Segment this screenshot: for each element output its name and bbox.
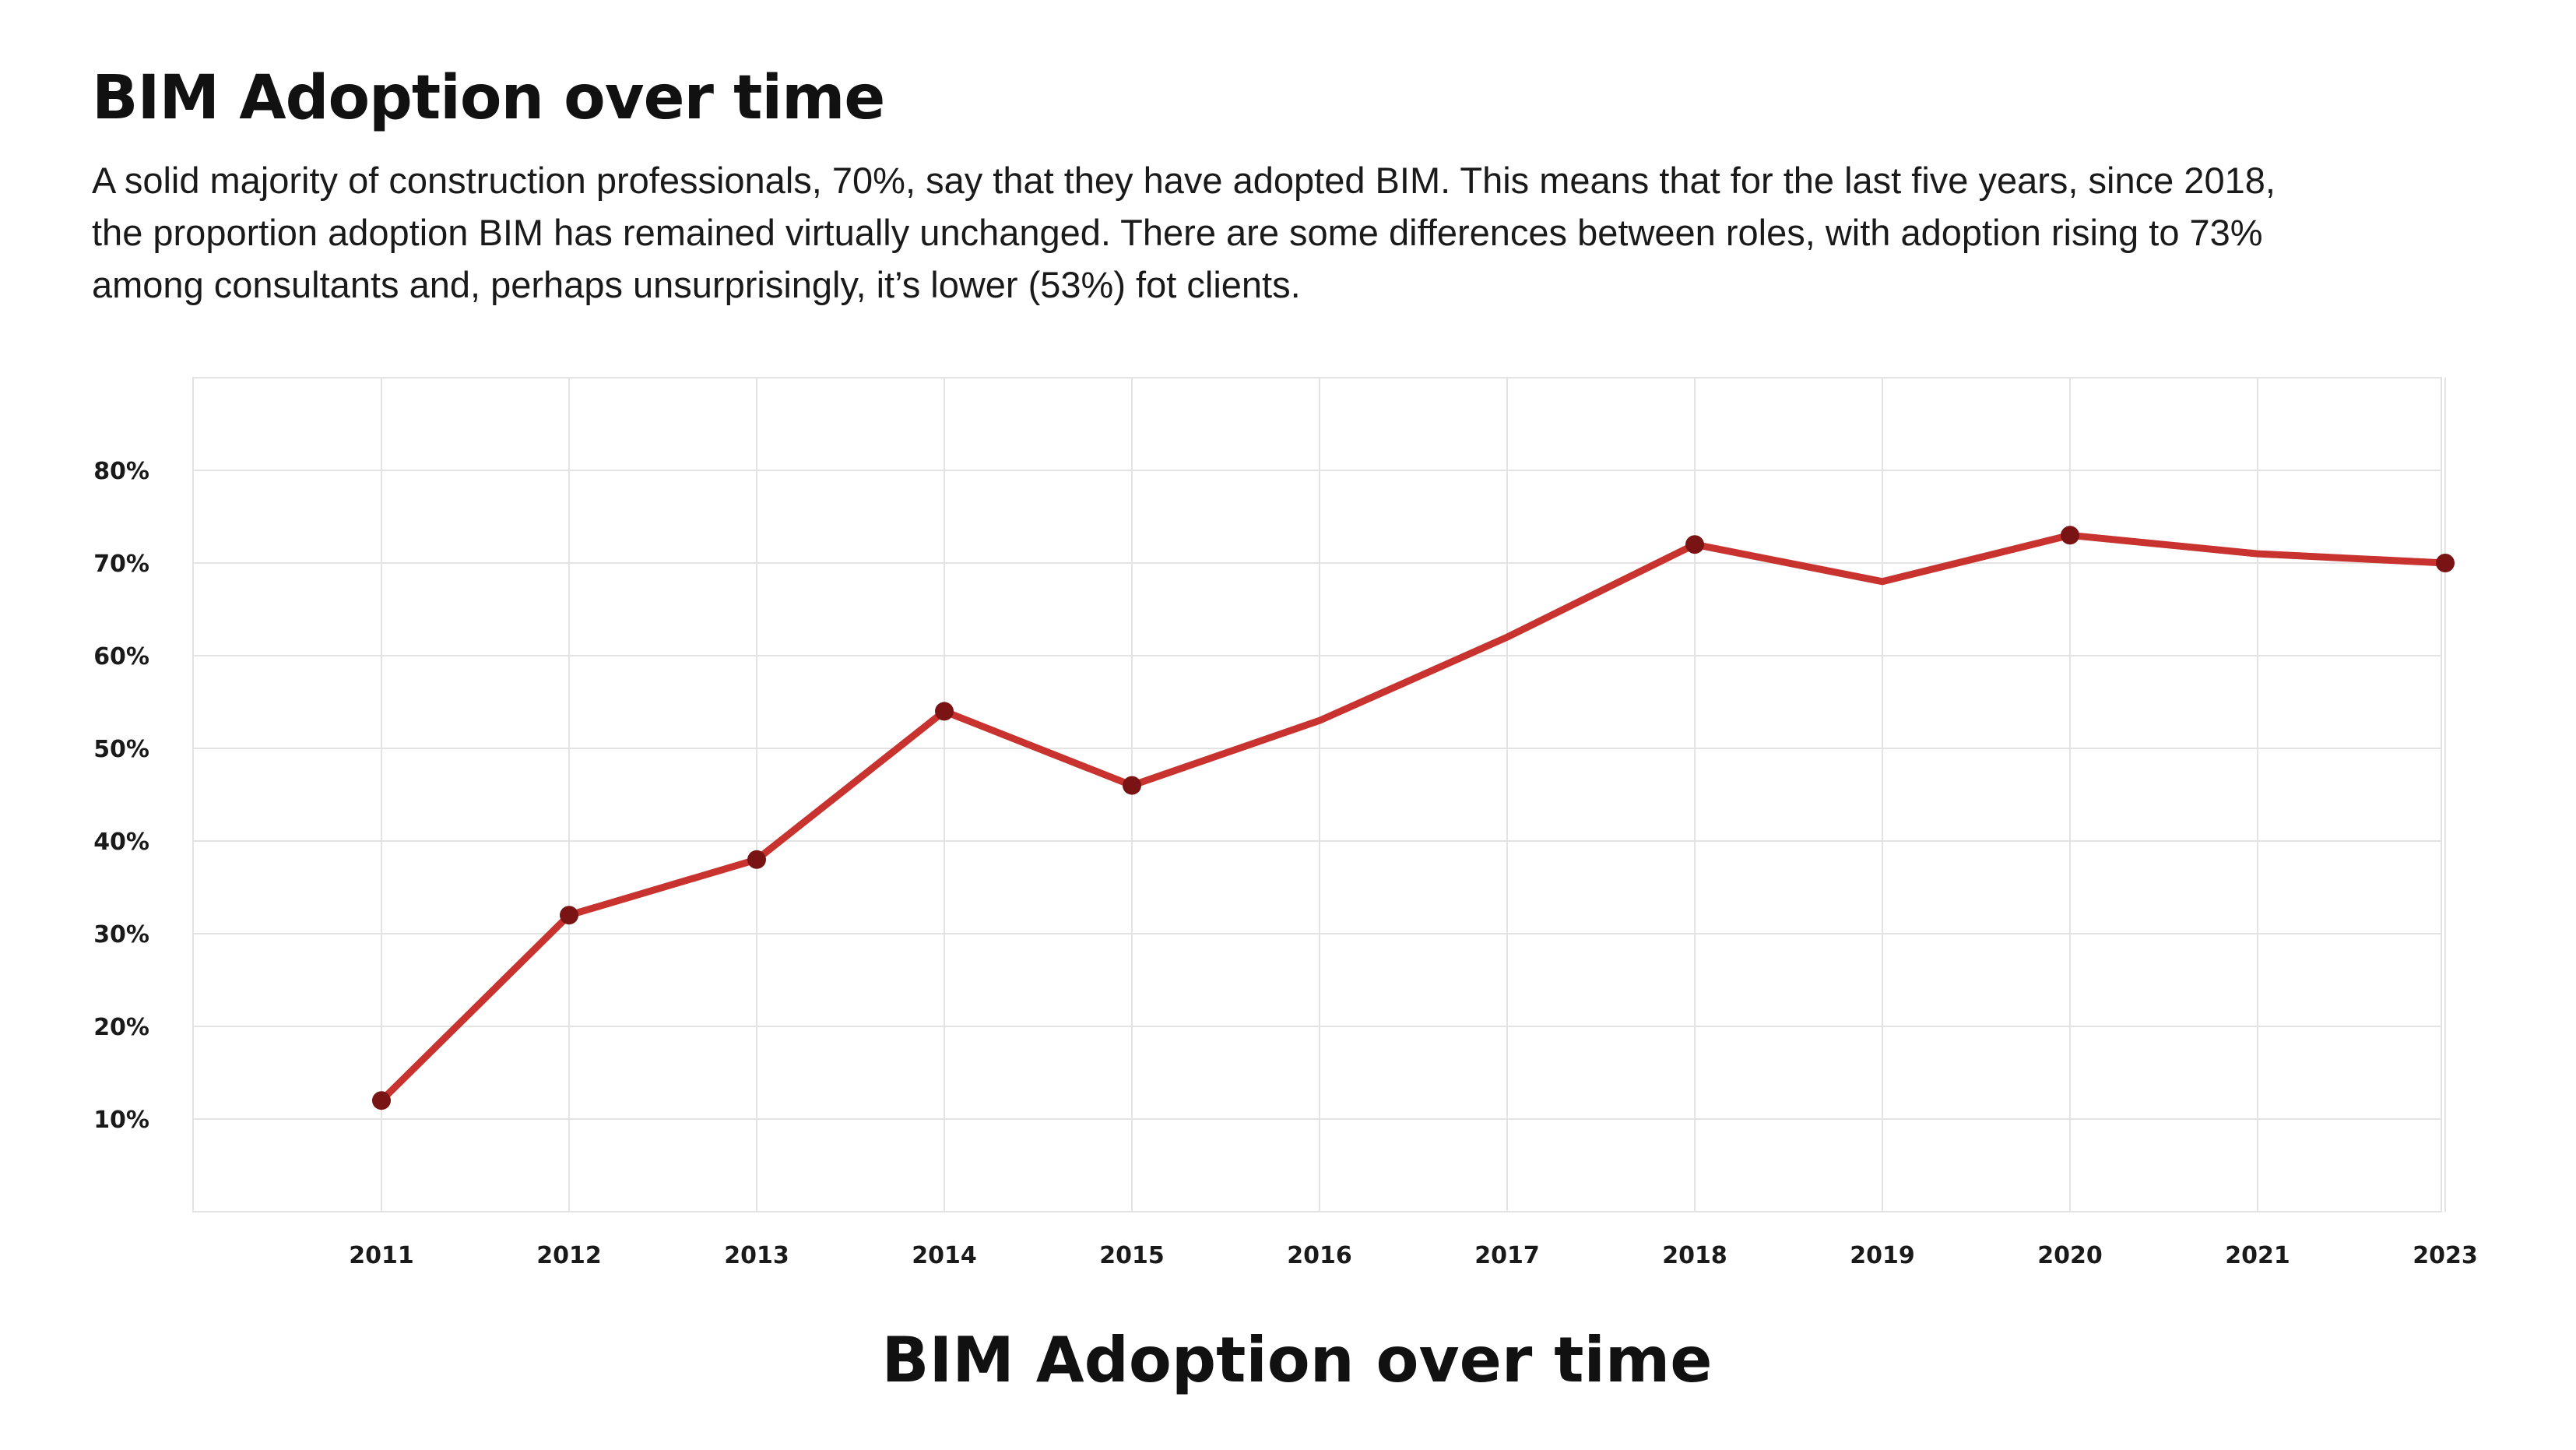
data-point-2013 — [747, 850, 766, 869]
y-tick-label: 70% — [93, 551, 149, 578]
x-tick-label: 2019 — [1850, 1242, 1915, 1269]
data-point-2020 — [2061, 526, 2079, 545]
intro-paragraph: A solid majority of construction profess… — [92, 160, 2276, 305]
plot-area-border — [192, 377, 2442, 1212]
page-title: BIM Adoption over time — [92, 63, 885, 133]
x-tick-label: 2012 — [536, 1242, 602, 1269]
x-tick-label: 2017 — [1474, 1242, 1540, 1269]
y-axis-ticks: 10% 20% 30% 40% 50% 60% 70% 80% — [93, 458, 149, 1134]
grid-lines — [193, 378, 2446, 1212]
chart-caption: BIM Adoption over time — [882, 1324, 1713, 1396]
data-point-2012 — [560, 906, 578, 925]
y-tick-label: 50% — [93, 736, 149, 763]
x-tick-label: 2015 — [1099, 1242, 1165, 1269]
y-tick-label: 20% — [93, 1014, 149, 1041]
y-tick-label: 30% — [93, 921, 149, 948]
data-point-2023 — [2436, 554, 2455, 572]
series-line — [378, 531, 2449, 1104]
x-tick-label: 2011 — [349, 1242, 414, 1269]
data-point-2015 — [1123, 776, 1141, 795]
y-tick-label: 60% — [93, 643, 149, 670]
x-tick-label: 2021 — [2225, 1242, 2290, 1269]
x-tick-label: 2023 — [2413, 1242, 2478, 1269]
data-point-2014 — [935, 702, 954, 721]
y-tick-label: 40% — [93, 829, 149, 856]
x-tick-label: 2020 — [2037, 1242, 2103, 1269]
series-adoption — [372, 526, 2455, 1110]
data-point-2018 — [1685, 535, 1704, 554]
x-tick-label: 2013 — [724, 1242, 789, 1269]
y-tick-label: 80% — [93, 458, 149, 485]
data-point-2011 — [372, 1091, 391, 1110]
y-tick-label: 10% — [93, 1107, 149, 1134]
x-axis-ticks: 2011 2012 2013 2014 2015 2016 2017 2018 2019 2020… — [349, 1242, 2478, 1269]
x-tick-label: 2016 — [1287, 1242, 1352, 1269]
x-tick-label: 2018 — [1662, 1242, 1727, 1269]
x-tick-label: 2014 — [912, 1242, 977, 1269]
